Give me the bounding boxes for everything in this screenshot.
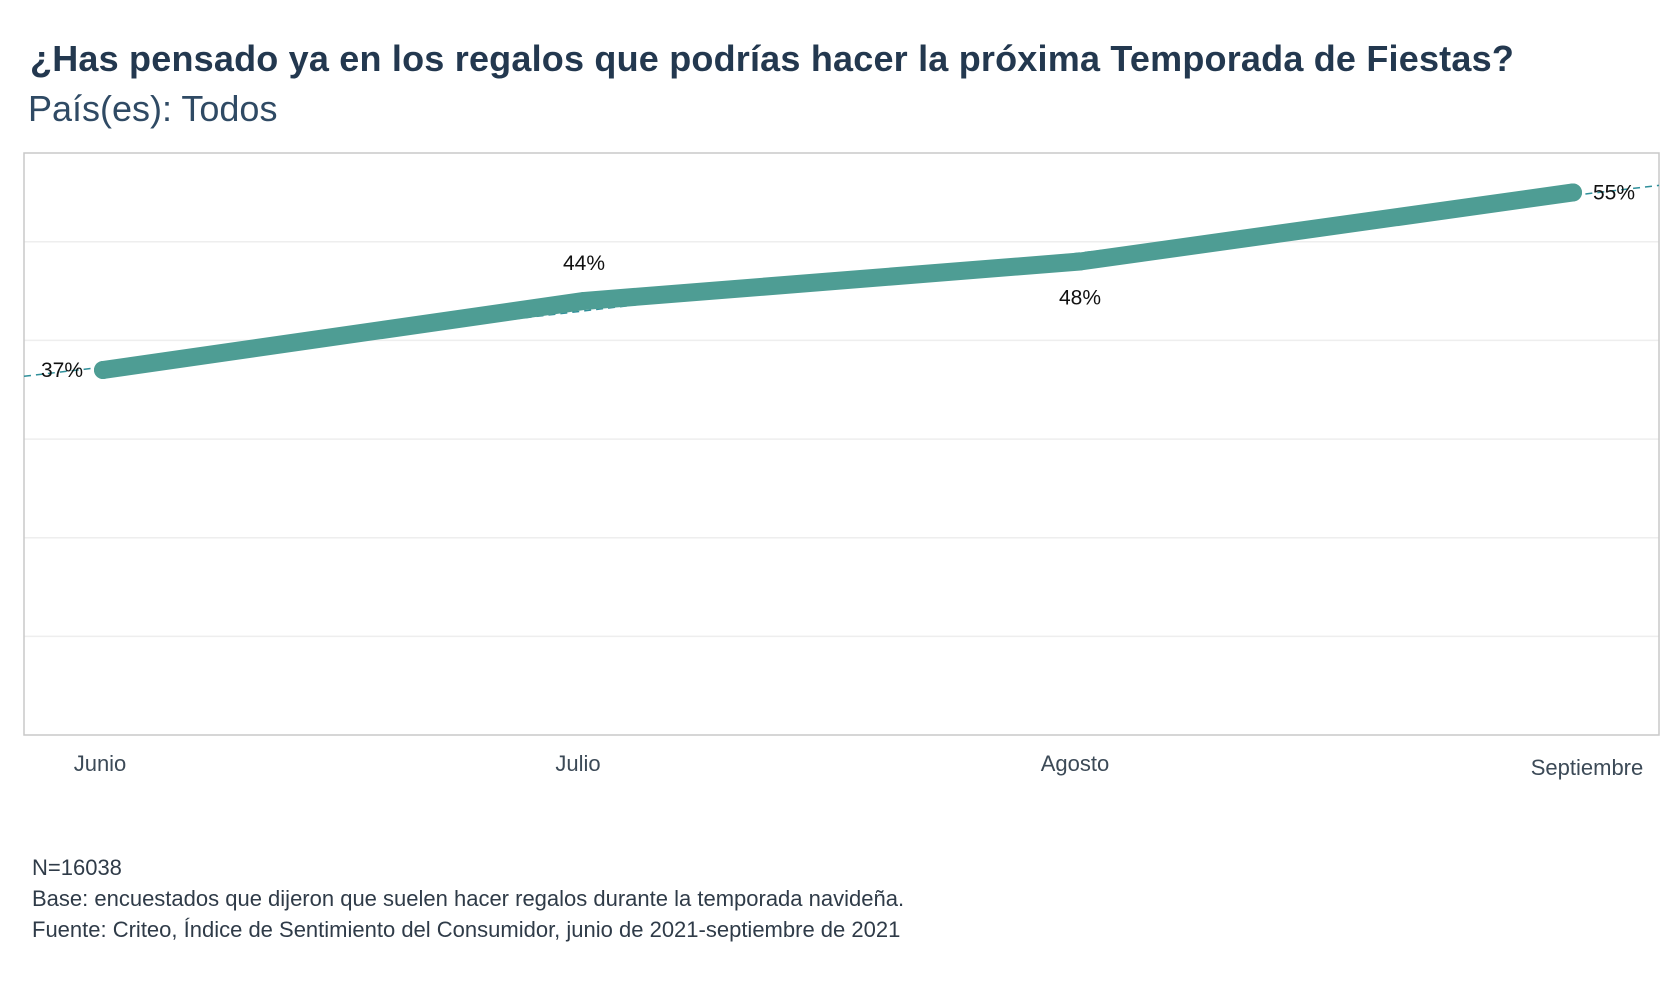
x-tick-label: Julio	[555, 751, 600, 776]
sample-size: N=16038	[32, 855, 122, 880]
data-point	[1071, 252, 1089, 271]
series-line	[94, 183, 1582, 380]
data-point	[94, 361, 112, 380]
data-label: 37%	[41, 359, 83, 382]
x-tick-label: Agosto	[1041, 751, 1110, 776]
data-label: 55%	[1593, 181, 1635, 204]
chart-footer: N=16038 Base: encuestados que dijeron qu…	[32, 852, 904, 945]
plot-frame	[23, 152, 1660, 736]
chart-title: ¿Has pensado ya en los regalos que podrí…	[30, 38, 1515, 79]
data-point	[575, 291, 593, 310]
data-point	[1564, 183, 1582, 202]
data-label: 44%	[563, 252, 605, 275]
source-note: Fuente: Criteo, Índice de Sentimiento de…	[32, 917, 901, 942]
data-label: 48%	[1059, 287, 1101, 310]
x-tick-label: Junio	[74, 751, 127, 776]
chart-subtitle: País(es): Todos	[28, 88, 278, 129]
base-note: Base: encuestados que dijeron que suelen…	[32, 886, 905, 911]
x-tick-label: Septiembre	[1531, 755, 1644, 780]
